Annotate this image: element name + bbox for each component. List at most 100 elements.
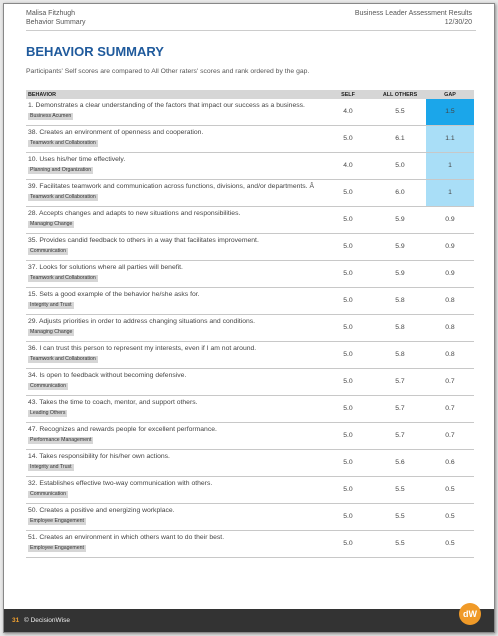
category-tag: Planning and Organization (28, 166, 94, 174)
others-score: 5.5 (374, 476, 426, 504)
others-score: 5.8 (374, 341, 426, 369)
category-tag: Communication (28, 382, 69, 390)
behavior-text: 47. Recognizes and rewards people for ex… (28, 426, 217, 433)
others-score: 5.7 (374, 422, 426, 450)
others-score: 6.0 (374, 179, 426, 207)
table-row: 50. Creates a positive and energizing wo… (26, 503, 474, 531)
report-name: Business Leader Assessment Results (354, 10, 472, 17)
page-number: 31 (12, 617, 20, 624)
behavior-text: 43. Takes the time to coach, mentor, and… (28, 399, 198, 406)
behavior-text: 36. I can trust this person to represent… (28, 345, 257, 352)
table-row: 47. Recognizes and rewards people for ex… (26, 422, 474, 450)
behavior-cell: 32. Establishes effective two-way commun… (26, 476, 322, 504)
gap-score: 0.7 (426, 368, 474, 396)
category-tag: Business Acumen (28, 112, 74, 120)
self-score: 5.0 (322, 368, 374, 396)
category-tag: Employee Engagement (28, 517, 86, 525)
table-row: 38. Creates an environment of openness a… (26, 125, 474, 153)
behavior-cell: 1. Demonstrates a clear understanding of… (26, 99, 322, 126)
behavior-cell: 51. Creates an environment in which othe… (26, 530, 322, 558)
gap-score: 0.8 (426, 287, 474, 315)
gap-score: 0.5 (426, 476, 474, 504)
behavior-text: 35. Provides candid feedback to others i… (28, 237, 259, 244)
gap-score: 0.5 (426, 503, 474, 531)
page-title: BEHAVIOR SUMMARY (26, 44, 164, 59)
table-row: 29. Adjusts priorities in order to addre… (26, 314, 474, 342)
self-score: 5.0 (322, 287, 374, 315)
column-header: SELF (322, 90, 374, 99)
behavior-cell: 28. Accepts changes and adapts to new si… (26, 206, 322, 234)
behavior-text: 37. Looks for solutions where all partie… (28, 264, 183, 271)
column-header: GAP (426, 90, 474, 99)
behavior-cell: 39. Facilitates teamwork and communicati… (26, 179, 322, 207)
behavior-cell: 37. Looks for solutions where all partie… (26, 260, 322, 288)
self-score: 5.0 (322, 530, 374, 558)
behavior-text: 10. Uses his/her time effectively. (28, 156, 126, 163)
column-header: BEHAVIOR (26, 90, 322, 99)
gap-score: 0.9 (426, 260, 474, 288)
gap-score: 0.5 (426, 530, 474, 558)
table-row: 34. Is open to feedback without becoming… (26, 368, 474, 396)
table-row: 1. Demonstrates a clear understanding of… (26, 99, 474, 126)
others-score: 6.1 (374, 125, 426, 153)
gap-score: 1.5 (426, 99, 474, 126)
gap-score: 0.8 (426, 341, 474, 369)
self-score: 5.0 (322, 503, 374, 531)
header-divider (26, 30, 476, 31)
others-score: 5.0 (374, 152, 426, 180)
self-score: 5.0 (322, 260, 374, 288)
behavior-text: 1. Demonstrates a clear understanding of… (28, 102, 305, 109)
gap-score: 1 (426, 179, 474, 207)
gap-score: 0.9 (426, 206, 474, 234)
behavior-cell: 50. Creates a positive and energizing wo… (26, 503, 322, 531)
self-score: 5.0 (322, 341, 374, 369)
table-row: 28. Accepts changes and adapts to new si… (26, 206, 474, 234)
table-row: 37. Looks for solutions where all partie… (26, 260, 474, 288)
table-row: 35. Provides candid feedback to others i… (26, 233, 474, 261)
self-score: 4.0 (322, 99, 374, 126)
page: Malisa Fitzhugh Behavior Summary Busines… (3, 3, 495, 633)
behavior-cell: 34. Is open to feedback without becoming… (26, 368, 322, 396)
category-tag: Leading Others (28, 409, 68, 417)
others-score: 5.9 (374, 260, 426, 288)
table-row: 36. I can trust this person to represent… (26, 341, 474, 369)
others-score: 5.5 (374, 99, 426, 126)
others-score: 5.6 (374, 449, 426, 477)
others-score: 5.5 (374, 503, 426, 531)
behavior-text: 29. Adjusts priorities in order to addre… (28, 318, 256, 325)
gap-score: 1.1 (426, 125, 474, 153)
category-tag: Teamwork and Collaboration (28, 139, 98, 147)
category-tag: Communication (28, 490, 69, 498)
self-score: 5.0 (322, 125, 374, 153)
behavior-cell: 35. Provides candid feedback to others i… (26, 233, 322, 261)
self-score: 5.0 (322, 449, 374, 477)
gap-score: 0.9 (426, 233, 474, 261)
gap-score: 0.6 (426, 449, 474, 477)
table-row: 39. Facilitates teamwork and communicati… (26, 179, 474, 207)
category-tag: Teamwork and Collaboration (28, 274, 98, 282)
participant-name: Malisa Fitzhugh (26, 10, 76, 17)
behavior-text: 50. Creates a positive and energizing wo… (28, 507, 175, 514)
column-header: ALL OTHERS (374, 90, 426, 99)
self-score: 5.0 (322, 179, 374, 207)
behavior-text: 38. Creates an environment of openness a… (28, 129, 204, 136)
table-body: 1. Demonstrates a clear understanding of… (26, 99, 474, 558)
behavior-cell: 14. Takes responsibility for his/her own… (26, 449, 322, 477)
behavior-cell: 47. Recognizes and rewards people for ex… (26, 422, 322, 450)
behavior-cell: 15. Sets a good example of the behavior … (26, 287, 322, 315)
intro-text: Participants' Self scores are compared t… (26, 68, 310, 75)
table-header: BEHAVIOR SELF ALL OTHERS GAP (26, 90, 474, 99)
self-score: 5.0 (322, 314, 374, 342)
behavior-text: 34. Is open to feedback without becoming… (28, 372, 187, 379)
behavior-cell: 43. Takes the time to coach, mentor, and… (26, 395, 322, 423)
section-name: Behavior Summary (26, 18, 86, 26)
behavior-text: 28. Accepts changes and adapts to new si… (28, 210, 241, 217)
header-right: Business Leader Assessment Results 12/30… (355, 10, 472, 27)
footer: 31 © DecisionWise dW (4, 603, 494, 632)
gap-score: 0.7 (426, 395, 474, 423)
category-tag: Communication (28, 247, 69, 255)
table-row: 14. Takes responsibility for his/her own… (26, 449, 474, 477)
others-score: 5.8 (374, 287, 426, 315)
gap-score: 0.8 (426, 314, 474, 342)
